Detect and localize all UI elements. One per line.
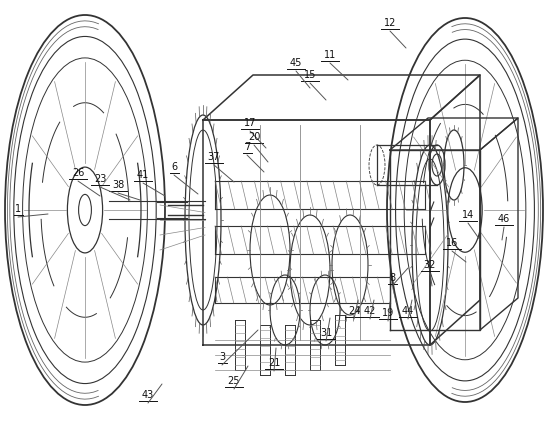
Text: 46: 46: [498, 214, 510, 224]
Text: 8: 8: [389, 273, 395, 283]
Text: 24: 24: [348, 306, 360, 316]
Text: 45: 45: [290, 58, 302, 68]
Text: 38: 38: [112, 180, 124, 190]
Text: 14: 14: [462, 210, 474, 220]
Text: 44: 44: [402, 306, 414, 316]
Text: 37: 37: [208, 152, 220, 162]
Text: 16: 16: [446, 238, 458, 248]
Text: 41: 41: [137, 170, 149, 180]
Text: 1: 1: [15, 204, 21, 214]
Text: 12: 12: [384, 18, 396, 28]
Text: 19: 19: [382, 308, 394, 318]
Text: 3: 3: [219, 352, 225, 362]
Text: 11: 11: [324, 50, 336, 60]
Text: 17: 17: [244, 118, 256, 128]
Text: 6: 6: [171, 162, 177, 172]
Text: 25: 25: [228, 376, 240, 386]
Text: 26: 26: [72, 168, 84, 178]
Text: 7: 7: [244, 142, 250, 152]
Text: 31: 31: [320, 328, 332, 338]
Text: 23: 23: [94, 174, 106, 184]
Text: 32: 32: [424, 260, 436, 270]
Text: 15: 15: [304, 70, 316, 80]
Text: 21: 21: [268, 358, 280, 368]
Text: 43: 43: [142, 390, 154, 400]
Text: 20: 20: [248, 132, 260, 142]
Text: 42: 42: [364, 306, 376, 316]
